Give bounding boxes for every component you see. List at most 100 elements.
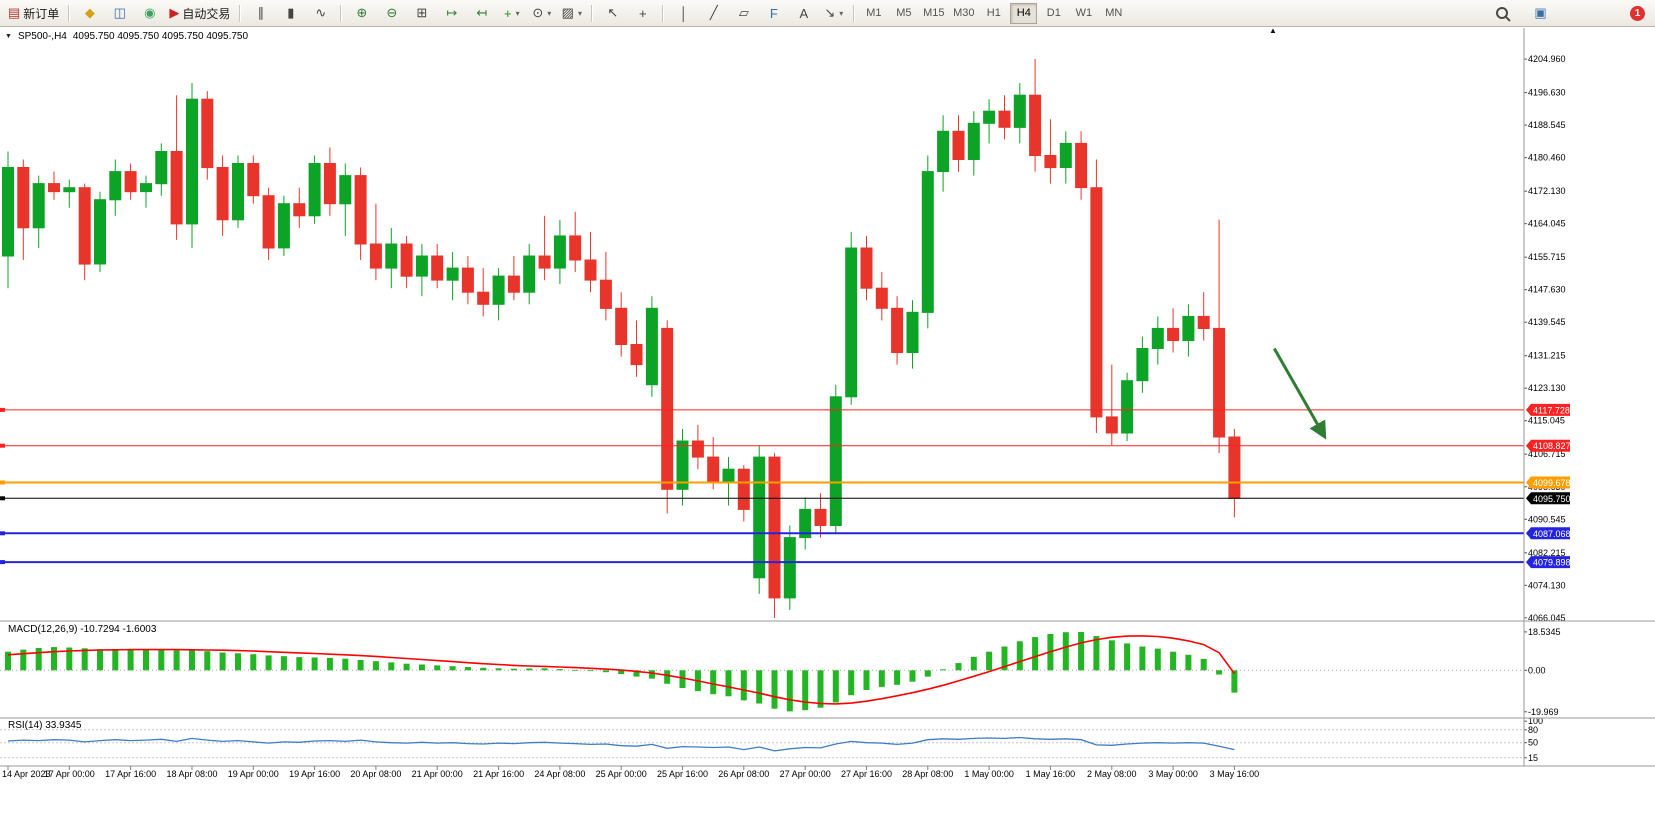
- chart-shift-icon[interactable]: ↦: [437, 2, 466, 25]
- price-tick-label: 4123.130: [1528, 383, 1566, 393]
- support-line-1-price-badge: [1526, 527, 1570, 540]
- current-price-line-handle[interactable]: [0, 496, 5, 501]
- candle-down: [691, 440, 704, 458]
- macd-histogram-bar: [280, 656, 287, 671]
- metaeditor-icon[interactable]: ◆: [75, 2, 104, 25]
- zoom-in-icon[interactable]: ⊕: [347, 2, 376, 25]
- tile-windows-icon[interactable]: ⊞: [407, 2, 436, 25]
- candle-down: [584, 259, 597, 281]
- community-button[interactable]: ▣: [1526, 2, 1555, 25]
- resistance-line-2-price-badge-label: 4108.827: [1533, 441, 1571, 451]
- candle-up: [232, 163, 244, 221]
- timeframe-m15-button[interactable]: M15: [923, 7, 945, 19]
- auto-scroll-icon[interactable]: ↤: [467, 2, 496, 25]
- candle-up: [1136, 348, 1149, 382]
- timeframe-m1-button[interactable]: M1: [866, 7, 882, 19]
- periods-button[interactable]: ⊙ ▾: [527, 2, 556, 25]
- macd-histogram-bar: [265, 655, 272, 671]
- trendline-tool-icon[interactable]: ╱: [699, 2, 728, 25]
- templates-button[interactable]: ▨ ▾: [557, 2, 586, 25]
- resistance-line-1-handle[interactable]: [0, 407, 5, 412]
- support-line-2-handle[interactable]: [0, 560, 5, 565]
- arrows-tool-button[interactable]: ↘ ▾: [819, 2, 848, 25]
- timeframe-h1-button[interactable]: H1: [986, 7, 1001, 19]
- resistance-line-2-handle[interactable]: [0, 443, 5, 448]
- chart-ohlc-header: ▼ SP500-,H4 4095.750 4095.750 4095.750 4…: [5, 31, 248, 42]
- add-indicator-button[interactable]: + ▾: [497, 2, 526, 25]
- timeframe-group: M1 M5 M15 M30 H1 H4 D1 W1 MN: [859, 2, 1128, 24]
- candlestick-mode-icon[interactable]: ▮: [276, 2, 305, 25]
- timeframe-h4-button[interactable]: H4: [1010, 2, 1038, 24]
- search-button[interactable]: [1487, 2, 1516, 25]
- candle-down: [1213, 327, 1226, 438]
- bar-chart-mode-icon[interactable]: ∥: [246, 2, 275, 25]
- resistance-line-1-price-badge: [1526, 403, 1570, 416]
- candle-down: [814, 508, 827, 526]
- toolbar-separator: [68, 4, 71, 22]
- time-axis-label: 25 Apr 00:00: [596, 769, 647, 779]
- text-tool-icon[interactable]: A: [789, 2, 818, 25]
- price-tick-label: 4082.215: [1528, 548, 1566, 558]
- timeframe-m5-button[interactable]: M5: [896, 7, 912, 19]
- chart-shift-marker-icon[interactable]: ▲: [1269, 26, 1277, 35]
- sell-signal-arrow[interactable]: [1272, 347, 1327, 440]
- time-axis-label: 2 May 08:00: [1087, 769, 1137, 779]
- macd-histogram-bar: [235, 653, 241, 671]
- candle-down: [1105, 416, 1118, 434]
- candle-down: [247, 163, 260, 197]
- zoom-out-icon[interactable]: ⊖: [377, 2, 406, 25]
- macd-histogram-bar: [1108, 640, 1115, 671]
- timeframe-d1-button[interactable]: D1: [1046, 7, 1061, 19]
- crosshair-tool-icon[interactable]: +: [628, 2, 657, 25]
- orange-level-line-handle[interactable]: [0, 480, 5, 485]
- data-window-icon[interactable]: ◉: [135, 2, 164, 25]
- orange-level-line-price-badge-label: 4099.678: [1533, 478, 1571, 488]
- macd-histogram-bar: [725, 670, 732, 697]
- rsi-axis-label: 15: [1528, 753, 1538, 763]
- time-axis-label: 18 Apr 08:00: [166, 769, 217, 779]
- candle-up: [753, 456, 766, 579]
- candle-down: [216, 167, 229, 221]
- tile-windows-icon: ⊞: [416, 5, 428, 20]
- timeframe-m30-button[interactable]: M30: [953, 7, 975, 19]
- macd-histogram-bar: [1200, 658, 1207, 671]
- notification-badge[interactable]: 1: [1630, 5, 1645, 21]
- candle-up: [1059, 142, 1072, 168]
- macd-histogram-bar: [464, 667, 471, 671]
- candlestick-mode-icon: ▮: [287, 5, 295, 20]
- macd-histogram-bar: [449, 666, 456, 671]
- macd-signal-line: [7, 635, 1236, 705]
- current-price-line-price-badge-label: 4095.750: [1533, 494, 1571, 504]
- timeframe-w1-button[interactable]: W1: [1075, 7, 1093, 19]
- dropdown-caret-icon: ▾: [515, 8, 520, 18]
- text-tool-icon: A: [799, 5, 809, 21]
- support-line-1-handle[interactable]: [0, 531, 5, 536]
- channel-tool-icon[interactable]: ▱: [729, 2, 758, 25]
- candle-down: [737, 468, 750, 510]
- new-order-button[interactable]: ▤ 新订单: [4, 2, 63, 25]
- macd-histogram-bar: [372, 661, 379, 671]
- market-watch-icon[interactable]: ◫: [105, 2, 134, 25]
- chart-collapse-icon[interactable]: ▼: [5, 33, 12, 40]
- fibonacci-tool-icon: F: [769, 5, 778, 21]
- vertical-line-tool-icon[interactable]: │: [669, 2, 698, 25]
- auto-trading-button[interactable]: ▶ 自动交易: [165, 2, 234, 25]
- candle-down: [998, 110, 1011, 128]
- line-chart-mode-icon[interactable]: ∿: [306, 2, 335, 25]
- macd-histogram-bar: [1093, 636, 1100, 671]
- cursor-tool-icon[interactable]: ↖: [598, 2, 627, 25]
- timeframe-mn-button[interactable]: MN: [1105, 7, 1123, 19]
- macd-histogram-bar: [526, 668, 533, 671]
- dropdown-caret-icon: ▾: [577, 8, 582, 18]
- fibonacci-tool-icon[interactable]: F: [759, 2, 788, 25]
- macd-histogram-bar: [418, 664, 425, 671]
- macd-histogram-bar: [894, 670, 901, 685]
- macd-histogram-bar: [679, 670, 686, 688]
- candle-down: [431, 255, 444, 281]
- macd-histogram-bar: [66, 647, 73, 671]
- macd-histogram-bar: [204, 651, 211, 671]
- price-tick-label: 4188.545: [1528, 120, 1566, 130]
- chart-ohlc-readout: 4095.750 4095.750 4095.750 4095.750: [72, 31, 249, 42]
- candle-up: [645, 307, 658, 386]
